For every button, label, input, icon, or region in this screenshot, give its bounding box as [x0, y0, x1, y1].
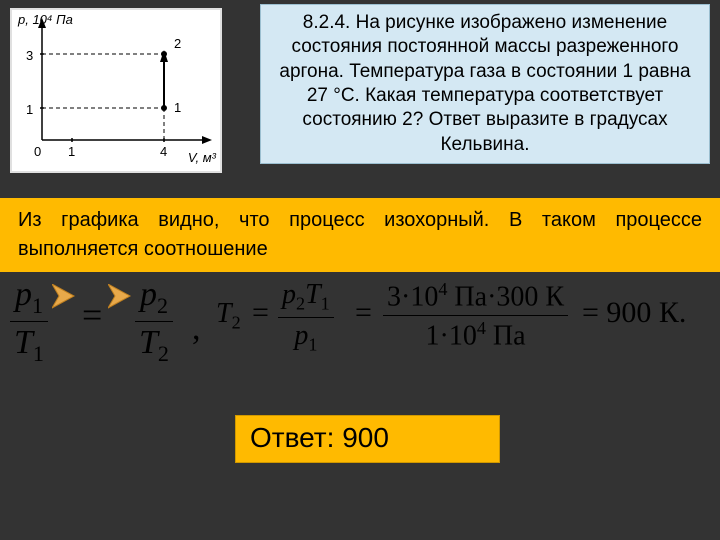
arrow-icon-2 — [108, 284, 136, 310]
problem-statement: 8.2.4. На рисунке изображено изменение с… — [260, 4, 710, 164]
graph-panel: p, 10⁴ Па V, м³ 3 1 0 1 4 1 2 — [10, 8, 222, 173]
fraction-p2t1-p1: p2T1 p1 — [278, 279, 334, 355]
t2-label: T2 — [216, 298, 241, 334]
fraction-p2-t2: p2 T2 — [135, 276, 173, 367]
comma: , — [192, 310, 201, 348]
fraction-numeric: 3·104 Па·300 К 1·104 Па — [383, 279, 568, 353]
answer-box: Ответ: 900 — [235, 415, 500, 463]
arrow-icon-1 — [52, 284, 80, 310]
equals-2: = — [252, 296, 269, 330]
fraction-p1-t1: p1 T1 — [10, 276, 48, 367]
result-text: = 900 К. — [582, 296, 686, 330]
formula-row: p1 T1 = p2 T2 , T2 = p2T1 p1 = 3·104 Па·… — [0, 270, 720, 360]
equals-3: = — [355, 296, 372, 330]
graph-svg — [12, 10, 224, 175]
equals-1: = — [82, 294, 102, 336]
solution-text: Из графика видно, что процесс изохорный.… — [0, 198, 720, 272]
